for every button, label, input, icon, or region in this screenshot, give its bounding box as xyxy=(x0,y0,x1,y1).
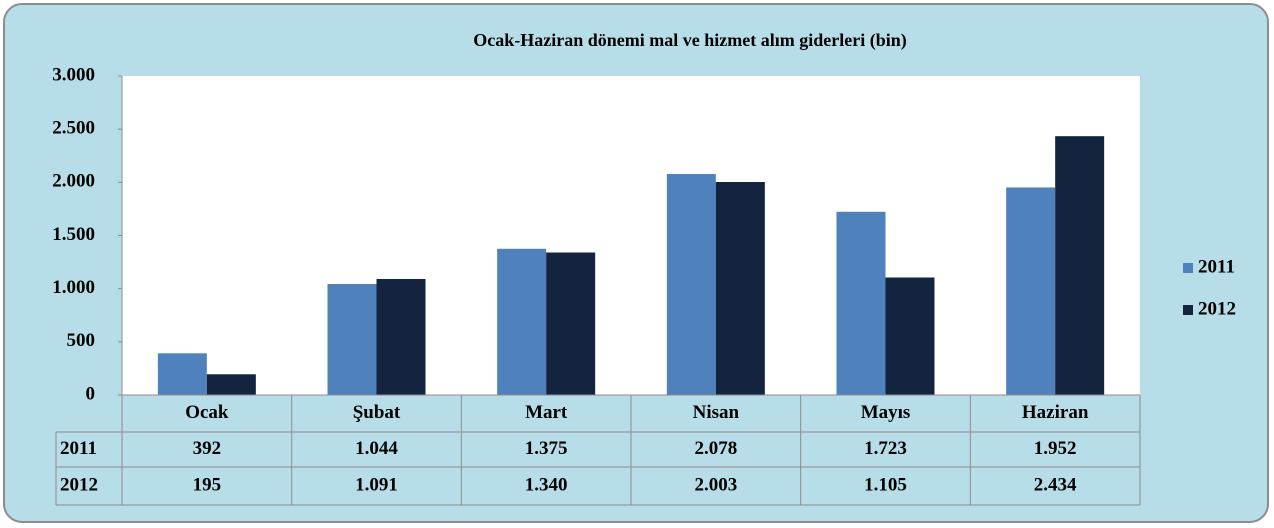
y-tick-label: 2.500 xyxy=(52,118,95,139)
legend-swatch xyxy=(1183,305,1193,315)
bar xyxy=(497,248,547,395)
bar xyxy=(206,374,256,395)
table-cell: 1.044 xyxy=(355,438,398,459)
bar xyxy=(327,283,377,395)
table-cell: 195 xyxy=(193,474,222,495)
x-tick-label: Şubat xyxy=(353,402,401,423)
bar xyxy=(666,174,716,395)
y-tick-label: 3.000 xyxy=(52,64,95,85)
y-tick-label: 2.000 xyxy=(52,171,95,192)
bar xyxy=(885,277,935,395)
table-cell: 1.091 xyxy=(355,474,398,495)
table-row-header: 2012 xyxy=(60,474,98,495)
bar xyxy=(1006,187,1056,395)
table-row-header: 2011 xyxy=(60,438,97,459)
bar xyxy=(836,211,886,395)
y-tick-label: 0 xyxy=(86,383,96,404)
legend-label: 2011 xyxy=(1198,256,1235,277)
legend-swatch xyxy=(1183,263,1193,273)
plot-area xyxy=(122,76,1140,395)
chart-title: Ocak-Haziran dönemi mal ve hizmet alım g… xyxy=(473,30,906,51)
bar xyxy=(376,278,426,395)
bar xyxy=(1055,136,1105,395)
table-cell: 2.078 xyxy=(694,438,737,459)
table-cell: 1.105 xyxy=(864,474,907,495)
table-cell: 1.723 xyxy=(864,438,907,459)
table-cell: 2.003 xyxy=(694,474,737,495)
y-tick-label: 500 xyxy=(67,330,96,351)
table-cell: 1.340 xyxy=(525,474,568,495)
x-tick-label: Mart xyxy=(525,402,568,423)
legend-label: 2012 xyxy=(1198,298,1236,319)
table-cell: 392 xyxy=(193,438,222,459)
x-tick-label: Ocak xyxy=(185,402,229,423)
table-cell: 2.434 xyxy=(1034,474,1077,495)
bar xyxy=(715,182,765,395)
x-tick-label: Nisan xyxy=(693,402,740,423)
x-tick-label: Mayıs xyxy=(861,402,911,423)
x-tick-label: Haziran xyxy=(1022,402,1089,423)
y-tick-label: 1.000 xyxy=(52,277,95,298)
bar xyxy=(157,353,207,395)
table-cell: 1.952 xyxy=(1034,438,1077,459)
bar xyxy=(546,252,596,395)
table-cell: 1.375 xyxy=(525,438,568,459)
y-tick-label: 1.500 xyxy=(52,224,95,245)
